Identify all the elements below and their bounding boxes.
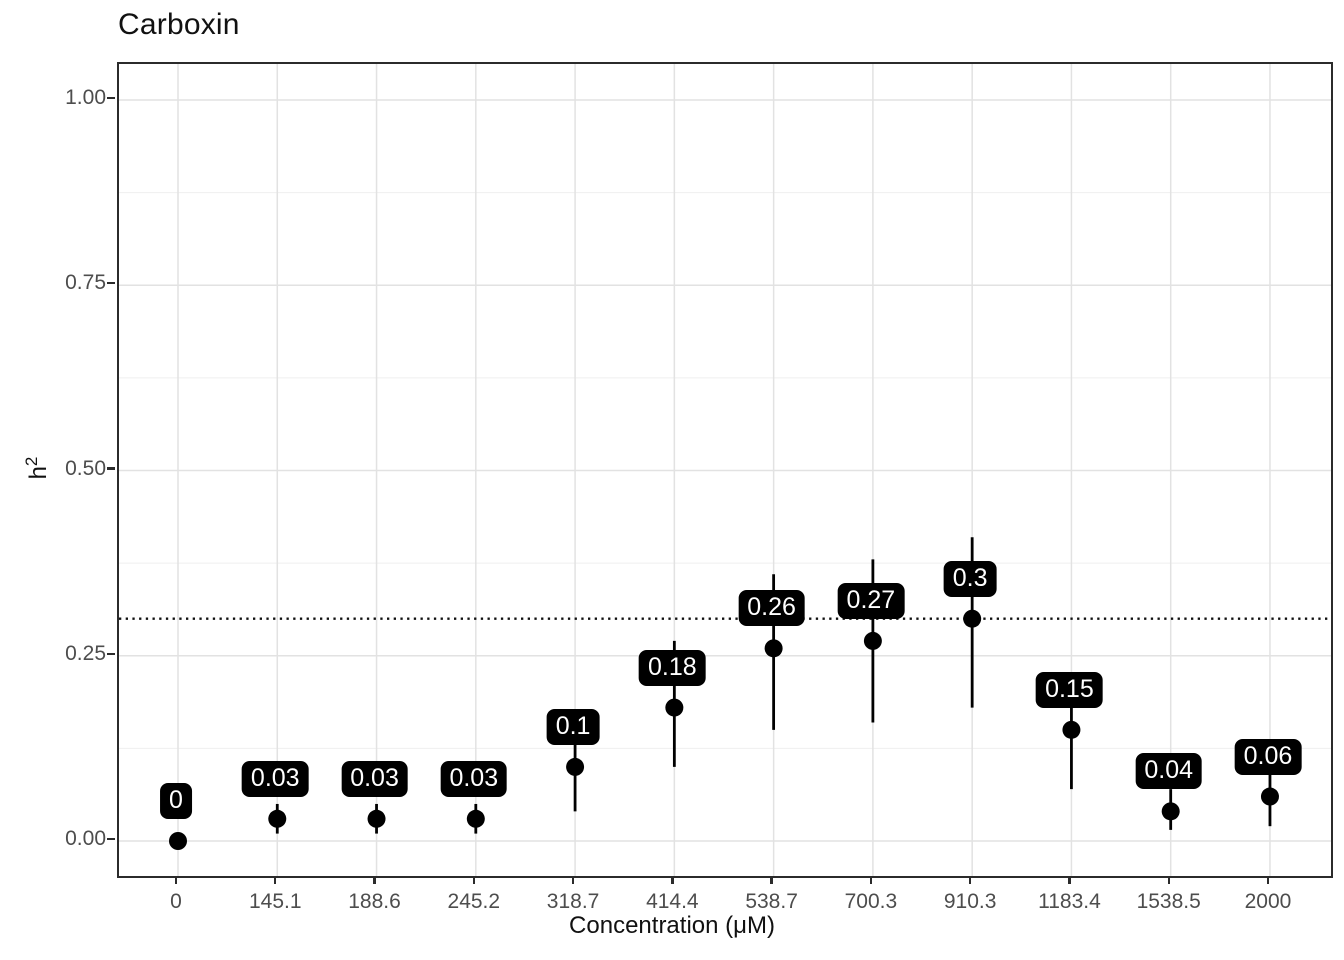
x-tick: [472, 876, 475, 884]
x-tick-label: 318.7: [546, 890, 600, 913]
data-point: [1260, 787, 1279, 806]
data-point: [963, 609, 982, 628]
x-tick: [1167, 876, 1170, 884]
x-tick: [571, 876, 575, 884]
point-label: 0.15: [1036, 671, 1103, 708]
y-tick: [107, 467, 115, 470]
point-label: 0.18: [639, 649, 706, 686]
data-point: [764, 639, 783, 658]
data-point: [566, 757, 585, 776]
point-label: 0.03: [440, 760, 508, 797]
x-tick-label: 188.6: [348, 890, 401, 913]
plot-title: Carboxin: [118, 8, 240, 41]
y-tick: [107, 96, 115, 100]
data-point: [1062, 720, 1081, 739]
chart-drawing-area: [119, 64, 1331, 876]
y-tick: [107, 282, 115, 285]
x-tick-label: 910.3: [943, 890, 997, 913]
data-point: [1161, 802, 1180, 821]
y-tick-label: 1.00: [65, 86, 106, 109]
point-label: 0.04: [1135, 753, 1203, 790]
x-tick: [1068, 876, 1071, 884]
y-tick-label: 0.75: [65, 271, 106, 295]
data-point: [863, 631, 882, 650]
point-label: 0.3: [943, 560, 997, 597]
point-label: 0.03: [341, 760, 408, 797]
plot-panel: [117, 62, 1333, 878]
point-label: 0.1: [546, 708, 600, 745]
x-tick-label: 2000: [1244, 890, 1292, 913]
x-axis-title: Concentration (μM): [569, 912, 775, 939]
x-tick: [274, 876, 277, 884]
x-tick: [671, 876, 674, 884]
y-tick: [107, 652, 115, 655]
x-tick-label: 538.7: [745, 890, 798, 913]
x-tick-label: 1183.4: [1038, 890, 1101, 913]
data-point: [169, 832, 187, 850]
x-tick: [770, 876, 773, 884]
y-tick-label: 0.25: [65, 641, 106, 665]
y-tick: [107, 837, 115, 841]
x-tick-label: 1538.5: [1136, 890, 1201, 913]
x-tick: [968, 876, 972, 884]
point-label: 0.03: [241, 760, 309, 797]
point-label: 0.27: [837, 582, 905, 619]
x-tick: [373, 876, 376, 884]
x-tick-label: 145.1: [248, 890, 302, 913]
point-label: 0.06: [1234, 738, 1302, 775]
x-tick-label: 700.3: [844, 890, 898, 913]
y-tick-label: 0.00: [65, 827, 106, 850]
x-tick: [174, 876, 178, 884]
data-point: [268, 809, 287, 828]
x-tick-label: 245.2: [447, 890, 501, 913]
point-label: 0.26: [738, 590, 805, 627]
point-label: 0: [160, 783, 192, 819]
x-tick-label: 414.4: [646, 890, 699, 913]
data-point: [466, 809, 485, 828]
data-point: [665, 698, 684, 717]
y-tick-label: 0.50: [65, 456, 106, 480]
x-tick-label: 0: [170, 890, 182, 913]
x-tick: [869, 876, 873, 884]
data-point: [367, 809, 386, 828]
x-tick: [1266, 876, 1270, 884]
